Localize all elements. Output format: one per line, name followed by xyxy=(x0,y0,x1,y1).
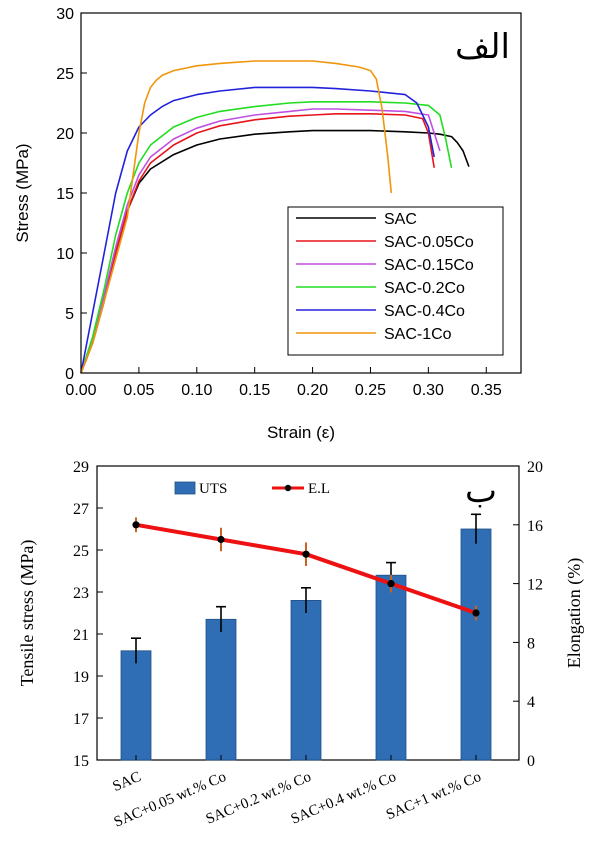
el-point xyxy=(132,521,140,529)
top-x-axis-label: Strain (ε) xyxy=(267,423,335,442)
bottom-right-tick-label: 20 xyxy=(527,459,543,476)
el-point xyxy=(302,550,310,558)
series-line-sac-0-05co xyxy=(80,113,435,374)
bottom-left-tick-label: 21 xyxy=(73,627,89,644)
bottom-left-tick-label: 23 xyxy=(73,585,89,602)
top-x-tick-label: 0.10 xyxy=(181,382,212,399)
bottom-bars-group xyxy=(120,513,492,761)
top-x-tick-label: 0.05 xyxy=(123,382,154,399)
bottom-left-axis-label: Tensile stress (MPa) xyxy=(17,540,38,687)
el-point xyxy=(387,580,395,588)
bottom-right-tick-label: 16 xyxy=(527,518,543,535)
top-x-tick-label: 0.15 xyxy=(239,382,270,399)
bottom-left-tick-label: 15 xyxy=(73,753,89,770)
bottom-legend-bar-label: UTS xyxy=(199,481,227,497)
bottom-panel-label: ب xyxy=(465,471,497,511)
bottom-right-tick-label: 12 xyxy=(527,577,543,594)
series-line-sac-0-4co xyxy=(80,86,435,374)
top-x-tick-label: 0.25 xyxy=(355,382,386,399)
el-point xyxy=(472,609,480,617)
bottom-legend: UTS E.L xyxy=(174,481,330,497)
top-legend-label: SAC xyxy=(384,211,417,228)
stress-strain-chart: 0.00 0.05 0.10 0.15 0.20 0.25 0.30 0.35 0 5 10 15 20… xyxy=(13,6,522,442)
top-y-tick-label: 5 xyxy=(65,306,74,323)
series-line-sac-1co xyxy=(80,60,393,374)
top-legend: SAC SAC-0.05Co SAC-0.15Co SAC-0.2Co SAC-0.4C… xyxy=(287,206,504,356)
top-x-tick-label: 0.35 xyxy=(471,382,502,399)
series-line-sac-0-15co xyxy=(80,108,441,374)
bottom-left-tick-label: 27 xyxy=(73,501,89,518)
bottom-left-tick-label: 29 xyxy=(73,459,89,476)
top-legend-label: SAC-0.4Co xyxy=(384,303,465,320)
uts-bar xyxy=(460,528,492,761)
top-legend-label: SAC-0.15Co xyxy=(384,257,474,274)
top-x-tick-label: 0.20 xyxy=(297,382,328,399)
uts-bar xyxy=(290,600,322,761)
bottom-legend-line-marker xyxy=(284,484,292,492)
top-legend-box xyxy=(287,206,504,356)
el-point xyxy=(217,535,225,544)
top-legend-label: SAC-1Co xyxy=(384,326,452,343)
top-y-tick-label: 20 xyxy=(56,126,74,143)
top-y-tick-label: 25 xyxy=(56,66,74,83)
bottom-right-tick-label: 0 xyxy=(527,753,535,770)
top-legend-label: SAC-0.05Co xyxy=(384,234,474,251)
series-line-sac-0-2co xyxy=(80,101,453,374)
uts-bar xyxy=(375,574,407,761)
top-x-tick-label: 0.30 xyxy=(413,382,444,399)
top-y-tick-label: 30 xyxy=(56,6,74,23)
bottom-right-tick-label: 4 xyxy=(527,694,535,711)
bottom-right-axis-label: Elongation (%) xyxy=(564,558,585,668)
uts-bar xyxy=(120,650,152,761)
top-legend-label: SAC-0.2Co xyxy=(384,280,465,297)
top-series-group xyxy=(80,60,470,374)
bottom-left-tick-label: 19 xyxy=(73,669,89,686)
top-y-tick-label: 0 xyxy=(65,366,74,383)
bottom-legend-bar-swatch xyxy=(174,481,196,495)
bottom-legend-line-label: E.L xyxy=(308,481,330,497)
top-y-tick-label: 10 xyxy=(56,246,74,263)
bottom-right-tick-label: 8 xyxy=(527,635,535,652)
bottom-category-label: SAC xyxy=(110,769,143,795)
bottom-category-label: SAC+1 wt.% Co xyxy=(384,769,484,823)
top-y-tick-label: 15 xyxy=(56,186,74,203)
bottom-left-tick-label: 25 xyxy=(73,543,89,560)
top-axes: 0.00 0.05 0.10 0.15 0.20 0.25 0.30 0.35 0 5 10 15 20… xyxy=(56,6,502,399)
top-y-axis-label: Stress (MPa) xyxy=(13,143,32,242)
top-x-tick-label: 0.00 xyxy=(65,382,96,399)
bottom-left-tick-label: 17 xyxy=(73,711,89,728)
bottom-line-group xyxy=(132,517,480,621)
top-panel-label: الف xyxy=(455,27,510,67)
uts-bar xyxy=(205,618,237,761)
